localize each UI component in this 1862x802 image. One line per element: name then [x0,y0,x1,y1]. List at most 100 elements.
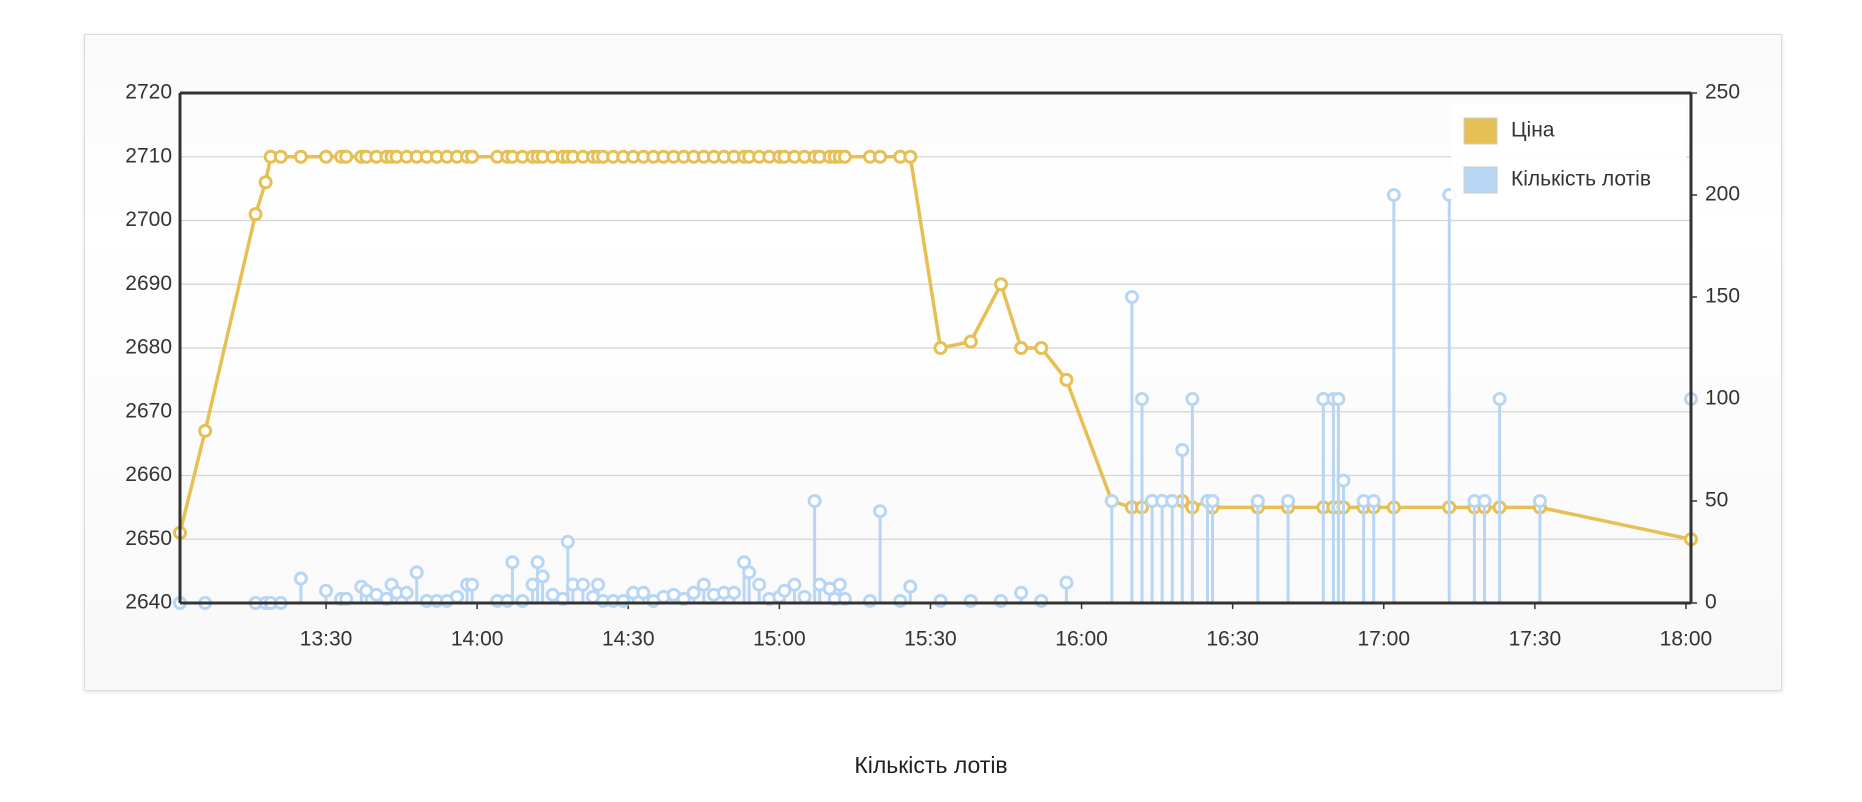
lot-marker [1165,494,1180,508]
lot-marker [832,577,847,592]
price-marker [258,175,273,190]
price-marker [963,334,978,349]
price-marker [1014,341,1029,355]
lot-marker [1366,494,1381,508]
lot-marker [636,585,651,600]
lot-marker [1014,585,1029,600]
price-marker [293,149,308,164]
lot-marker [933,593,948,608]
legend-label: Ціна [1511,119,1555,142]
y2-tick-label: 200 [1705,183,1740,206]
x-tick-label: 17:00 [1357,628,1410,651]
lot-marker [319,583,334,598]
chart: 2640 2650 2660 2670 2680 2690 2700 2710 2720 0 50 1… [125,81,1740,651]
lot-marker [1104,494,1119,508]
lot-marker [465,577,480,592]
lot-marker [530,555,545,570]
lot-marker [1185,392,1200,406]
price-marker [198,423,213,438]
y-tick-label: 2670 [125,399,172,422]
lot-marker [1386,188,1401,202]
lot-marker [591,577,606,592]
x-tick-label: 16:00 [1055,628,1108,651]
lot-marker [1281,494,1296,508]
y2-tick-label: 150 [1705,285,1740,308]
lot-marker [1492,392,1507,406]
lot-marker [742,565,757,580]
lot-marker [787,577,802,592]
lot-marker [807,494,822,508]
x-tick-label: 16:30 [1206,628,1259,651]
price-marker [1034,341,1049,355]
lot-marker [1124,290,1139,304]
lot-marker [903,579,918,594]
y-tick-label: 2650 [125,527,172,550]
y2-tick-label: 0 [1705,591,1717,614]
lot-marker [1135,392,1150,406]
lot-marker [963,593,978,608]
y-tick-label: 2720 [125,81,172,104]
lot-marker [797,589,812,604]
lot-marker [616,593,631,608]
y2-tick-label: 50 [1705,489,1728,512]
lot-marker [893,593,908,608]
lot-marker [535,569,550,584]
lot-marker [1175,443,1190,457]
x-tick-label: 15:00 [753,628,806,651]
x-tick-label: 13:30 [300,628,353,651]
lot-marker [1059,575,1074,590]
price-marker [273,149,288,164]
y-tick-label: 2710 [125,144,172,167]
lot-marker [873,504,888,519]
y2-tick-label: 100 [1705,387,1740,410]
lot-marker [727,585,742,600]
price-marker [1059,372,1074,387]
lot-marker [1532,494,1547,508]
lot-marker [1205,494,1220,508]
lot-marker [1034,593,1049,608]
price-marker [837,149,852,164]
x-tick-label: 17:30 [1509,628,1562,651]
y2-tick-label: 250 [1705,81,1740,104]
x-tick-label: 15:30 [904,628,957,651]
lot-marker [399,585,414,600]
lot-marker [863,593,878,608]
price-marker [933,341,948,355]
lot-marker [993,593,1008,608]
y-tick-label: 2690 [125,272,172,295]
lot-marker [515,593,530,608]
x-tick-label: 14:00 [451,628,504,651]
caption: Кількість лотів [854,752,1008,778]
y-tick-label: 2700 [125,208,172,231]
y-tick-label: 2680 [125,336,172,359]
x-tick-label: 18:00 [1660,628,1713,651]
price-marker [319,149,334,164]
lot-marker [686,585,701,600]
lot-marker [752,577,767,592]
price-marker [339,149,354,164]
lot-marker [1250,494,1265,508]
price-marker [873,149,888,164]
x-tick-label: 14:30 [602,628,655,651]
legend-swatch [1463,166,1498,194]
lot-marker [777,583,792,598]
lot-marker [1477,494,1492,508]
lot-marker [560,534,575,549]
y-tick-label: 2660 [125,463,172,486]
price-marker [903,149,918,164]
price-marker [248,207,263,222]
lot-marker [293,571,308,586]
y-tick-label: 2640 [125,591,172,614]
lot-marker [575,577,590,592]
lot-marker [505,555,520,570]
legend-label: Кількість лотів [1511,168,1651,191]
lot-marker [450,589,465,604]
price-marker [465,149,480,164]
lot-marker [1336,473,1351,488]
lot-marker [409,565,424,580]
legend-swatch [1463,117,1498,145]
lot-marker [1331,392,1346,406]
lot-marker [696,577,711,592]
price-marker [993,277,1008,292]
